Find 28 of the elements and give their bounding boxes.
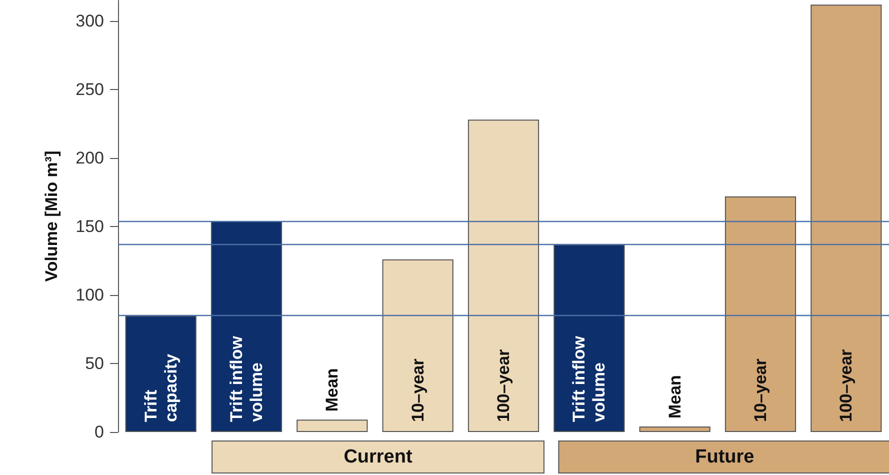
- bar: [554, 244, 625, 432]
- x-tick-label: 100–year: [494, 348, 513, 422]
- y-tick-label: 150: [76, 217, 104, 236]
- bar: [639, 426, 710, 432]
- text: Current: [344, 446, 413, 468]
- x-tick-label: Trift capacity: [141, 353, 180, 422]
- x-tick-label: Trift inflow volume: [227, 335, 266, 422]
- bar: [210, 221, 282, 432]
- bar: [296, 420, 368, 432]
- y-tick-label: 0: [94, 422, 104, 442]
- y-axis-title: Volume [Mio m³]: [42, 150, 61, 282]
- y-tick-label: 300: [76, 12, 104, 31]
- bar: [810, 4, 882, 432]
- text: Future: [695, 446, 754, 468]
- x-tick-label: Mean: [665, 375, 684, 419]
- x-tick-label: Trift inflow volume: [570, 335, 609, 422]
- x-tick-label: 10–year: [408, 358, 428, 422]
- y-tick-label: 50: [85, 354, 104, 374]
- bar: [382, 259, 454, 432]
- x-tick-label: 100–year: [836, 348, 856, 422]
- x-tick-label: 10–year: [751, 358, 770, 422]
- bar: [724, 196, 796, 432]
- x-tick-label: Mean: [322, 368, 342, 412]
- bar: [468, 120, 540, 432]
- bar: [125, 316, 196, 432]
- y-tick-label: 200: [76, 148, 104, 168]
- y-tick-label: 100: [76, 286, 104, 305]
- y-tick-label: 250: [76, 80, 104, 100]
